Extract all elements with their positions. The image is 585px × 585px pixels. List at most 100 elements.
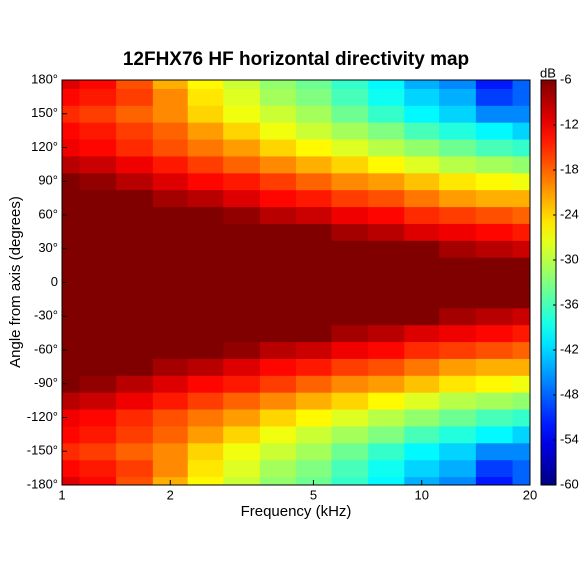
heat-cell (223, 257, 261, 275)
heat-cell (116, 307, 154, 326)
heat-cell (296, 409, 332, 427)
heat-cell (79, 459, 117, 478)
heat-cell (187, 240, 224, 258)
heat-cell (331, 324, 369, 343)
heat-cell (404, 189, 440, 208)
heat-cell (331, 88, 369, 106)
y-tick-label: 60° (38, 206, 58, 221)
heat-cell (223, 240, 261, 258)
heat-cell (223, 139, 261, 157)
heat-cell (187, 122, 224, 140)
heat-cell (368, 442, 405, 461)
heat-cell (404, 122, 440, 140)
heat-cell (79, 341, 117, 359)
heat-cell (223, 459, 261, 478)
heat-cell (331, 257, 369, 275)
heat-cell (296, 290, 332, 309)
y-tick-label: -180° (27, 476, 58, 491)
heat-cell (259, 307, 297, 326)
heat-cell (116, 172, 154, 191)
heat-cell (439, 476, 477, 486)
heat-cell (475, 341, 514, 359)
heat-cell (296, 341, 332, 359)
heat-cell (512, 459, 531, 478)
heat-cell (368, 358, 405, 376)
heat-cell (331, 223, 369, 241)
heat-cell (475, 189, 514, 208)
heat-cell (116, 375, 154, 393)
heat-cell (259, 459, 297, 478)
heat-cell (152, 358, 189, 376)
heat-cell (187, 155, 224, 174)
heat-cell (296, 139, 332, 157)
heat-cell (259, 223, 297, 241)
y-tick-label: 150° (31, 105, 58, 120)
heat-cell (404, 155, 440, 174)
heat-cell (368, 476, 405, 486)
heat-cell (296, 122, 332, 140)
heat-cell (331, 240, 369, 258)
heat-cell (439, 341, 477, 359)
heat-cell (512, 88, 531, 106)
heat-cell (187, 189, 224, 208)
heat-cell (187, 206, 224, 224)
heat-cell (404, 459, 440, 478)
heat-cell (368, 425, 405, 444)
heat-cell (187, 307, 224, 326)
heat-cell (79, 442, 117, 461)
heat-cell (152, 375, 189, 393)
heat-cell (79, 155, 117, 174)
heat-cell (259, 88, 297, 106)
heat-cell (62, 88, 80, 106)
heat-cell (404, 257, 440, 275)
heat-cell (296, 375, 332, 393)
heat-cell (187, 409, 224, 427)
heat-cell (475, 290, 514, 309)
y-tick-label: -150° (27, 443, 58, 458)
heat-cell (512, 358, 531, 376)
heat-cell (152, 206, 189, 224)
heat-cell (439, 358, 477, 376)
heat-cell (368, 105, 405, 123)
heat-cell (368, 122, 405, 140)
heat-cell (223, 442, 261, 461)
heat-cell (475, 392, 514, 410)
heat-cell (475, 240, 514, 258)
heat-cell (223, 358, 261, 376)
x-tick-label: 5 (310, 487, 317, 502)
heat-cell (475, 223, 514, 241)
heat-cell (475, 155, 514, 174)
heat-cell (79, 324, 117, 343)
heat-cell (187, 375, 224, 393)
heat-cell (259, 409, 297, 427)
heat-cell (79, 240, 117, 258)
heat-cell (404, 88, 440, 106)
heat-cell (331, 155, 369, 174)
heat-cell (116, 459, 154, 478)
heat-cell (79, 80, 117, 89)
heat-cell (368, 88, 405, 106)
heat-cell (152, 425, 189, 444)
heat-cell (439, 307, 477, 326)
heat-cell (475, 358, 514, 376)
heat-cell (512, 476, 531, 486)
heat-cell (62, 240, 80, 258)
heat-cell (331, 274, 369, 292)
heat-cell (79, 105, 117, 123)
heat-cell (152, 240, 189, 258)
y-tick-label: 120° (31, 139, 58, 154)
heat-cell (152, 80, 189, 89)
heat-cell (368, 155, 405, 174)
heat-cell (79, 392, 117, 410)
heat-cell (62, 206, 80, 224)
heat-cell (404, 206, 440, 224)
heat-cell (116, 476, 154, 486)
heat-cell (368, 274, 405, 292)
heat-cell (296, 442, 332, 461)
heat-cell (404, 375, 440, 393)
heat-cell (259, 139, 297, 157)
heat-cell (152, 172, 189, 191)
heat-cell (79, 274, 117, 292)
heat-cell (331, 425, 369, 444)
heat-cell (331, 172, 369, 191)
